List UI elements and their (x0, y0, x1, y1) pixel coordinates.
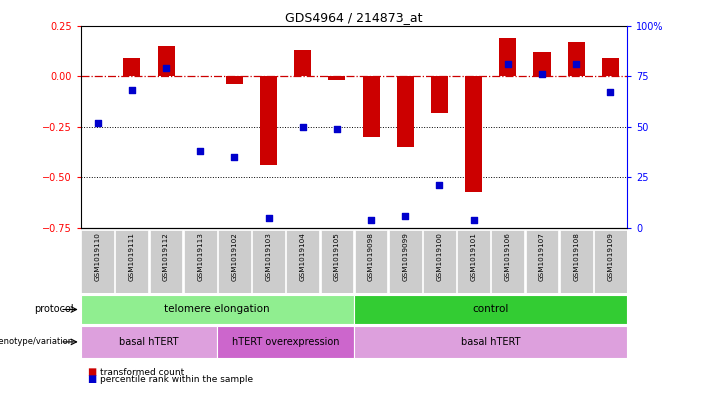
Text: basal hTERT: basal hTERT (461, 337, 520, 347)
Bar (116, 230, 149, 293)
Point (297, 123, 308, 130)
Bar (123, 58, 140, 76)
Bar (286, 230, 319, 293)
Bar (389, 230, 422, 293)
Text: telomere elongation: telomere elongation (165, 305, 270, 314)
Text: ■: ■ (88, 367, 97, 377)
Bar (601, 58, 619, 76)
Bar (568, 42, 585, 76)
Bar (252, 230, 285, 293)
Bar (354, 295, 627, 324)
Bar (559, 230, 592, 293)
Bar (294, 50, 311, 76)
Title: GDS4964 / 214873_at: GDS4964 / 214873_at (285, 11, 423, 24)
Bar (362, 76, 380, 137)
Text: protocol: protocol (34, 305, 74, 314)
Text: GSM1019101: GSM1019101 (470, 232, 477, 281)
Bar (149, 230, 182, 293)
Text: GSM1019100: GSM1019100 (437, 232, 442, 281)
Point (400, 213, 411, 219)
Bar (158, 46, 175, 76)
Bar (320, 230, 353, 293)
Point (571, 61, 582, 67)
Text: GSM1019110: GSM1019110 (95, 232, 101, 281)
Point (502, 61, 513, 67)
Bar (594, 230, 627, 293)
Bar (465, 76, 482, 191)
Text: GSM1019106: GSM1019106 (505, 232, 511, 281)
Text: GSM1019113: GSM1019113 (197, 232, 203, 281)
Point (161, 65, 172, 71)
Text: GSM1019098: GSM1019098 (368, 232, 374, 281)
Bar (423, 230, 456, 293)
Bar (184, 230, 217, 293)
Bar (397, 76, 414, 147)
Bar (81, 326, 217, 358)
Text: transformed count: transformed count (100, 368, 184, 376)
Point (195, 148, 206, 154)
Text: GSM1019107: GSM1019107 (539, 232, 545, 281)
Point (468, 217, 479, 223)
Text: control: control (472, 305, 509, 314)
Text: GSM1019109: GSM1019109 (607, 232, 613, 281)
Point (365, 217, 376, 223)
Point (263, 215, 274, 221)
Point (536, 71, 547, 77)
Point (92, 119, 103, 126)
Bar (533, 52, 550, 76)
Bar (81, 295, 354, 324)
Text: percentile rank within the sample: percentile rank within the sample (100, 375, 253, 384)
Bar (218, 230, 251, 293)
Bar (526, 230, 559, 293)
Point (332, 126, 343, 132)
Text: hTERT overexpression: hTERT overexpression (232, 337, 339, 347)
Text: GSM1019108: GSM1019108 (573, 232, 579, 281)
Bar (431, 76, 448, 112)
Bar (260, 76, 277, 165)
Text: ■: ■ (88, 374, 97, 384)
Bar (457, 230, 490, 293)
Text: GSM1019103: GSM1019103 (266, 232, 271, 281)
Point (434, 182, 445, 189)
Bar (217, 326, 354, 358)
Text: basal hTERT: basal hTERT (119, 337, 179, 347)
Text: GSM1019099: GSM1019099 (402, 232, 408, 281)
Bar (499, 38, 517, 76)
Text: GSM1019104: GSM1019104 (300, 232, 306, 281)
Text: GSM1019111: GSM1019111 (129, 232, 135, 281)
Bar (491, 230, 524, 293)
Text: GSM1019105: GSM1019105 (334, 232, 340, 281)
Bar (355, 230, 388, 293)
Bar (81, 230, 114, 293)
Text: GSM1019112: GSM1019112 (163, 232, 169, 281)
Text: GSM1019102: GSM1019102 (231, 232, 238, 281)
Point (126, 87, 137, 94)
Bar (354, 326, 627, 358)
Text: genotype/variation: genotype/variation (0, 338, 74, 346)
Bar (226, 76, 243, 84)
Bar (328, 76, 346, 80)
Point (605, 89, 616, 95)
Point (229, 154, 240, 160)
